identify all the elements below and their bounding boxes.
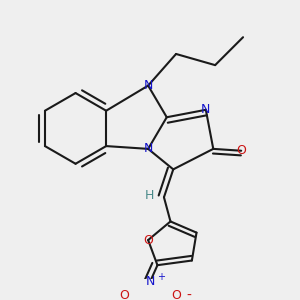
Text: +: + xyxy=(157,272,165,282)
Text: O: O xyxy=(236,144,246,157)
Text: -: - xyxy=(187,289,191,300)
Text: O: O xyxy=(171,290,181,300)
Text: N: N xyxy=(201,103,211,116)
Text: N: N xyxy=(143,79,153,92)
Text: N: N xyxy=(145,275,155,288)
Text: N: N xyxy=(143,142,153,155)
Text: O: O xyxy=(119,290,129,300)
Text: H: H xyxy=(144,189,154,202)
Text: O: O xyxy=(143,234,153,247)
